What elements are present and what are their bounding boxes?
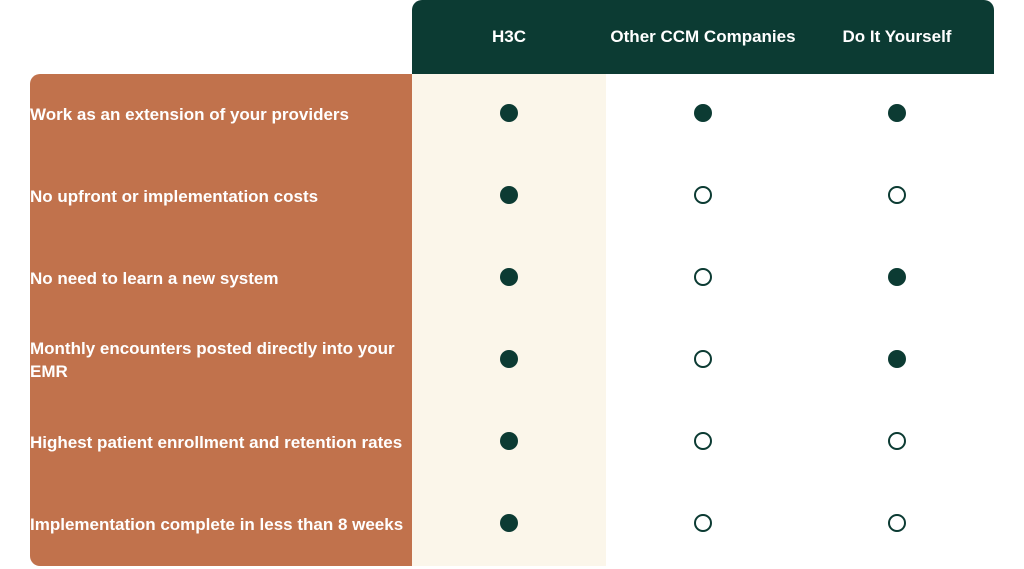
value-cell-other [606, 402, 800, 484]
dot-empty-icon [694, 432, 712, 450]
dot-filled-icon [500, 514, 518, 532]
dot-filled-icon [888, 268, 906, 286]
value-cell-diy [800, 402, 994, 484]
header-row: H3C Other CCM Companies Do It Yourself [30, 0, 994, 74]
value-cell-h3c [412, 156, 606, 238]
table-row: Implementation complete in less than 8 w… [30, 484, 994, 566]
dot-empty-icon [888, 514, 906, 532]
comparison-table-wrap: H3C Other CCM Companies Do It Yourself W… [0, 0, 1024, 569]
dot-empty-icon [888, 432, 906, 450]
value-cell-h3c [412, 484, 606, 566]
value-cell-diy [800, 238, 994, 320]
value-cell-h3c [412, 74, 606, 156]
feature-label: Monthly encounters posted directly into … [30, 320, 412, 402]
dot-empty-icon [694, 186, 712, 204]
value-cell-other [606, 484, 800, 566]
header-label: Other CCM Companies [610, 26, 795, 47]
value-cell-other [606, 156, 800, 238]
dot-filled-icon [888, 104, 906, 122]
table-row: No upfront or implementation costs [30, 156, 994, 238]
value-cell-diy [800, 156, 994, 238]
dot-empty-icon [694, 350, 712, 368]
value-cell-diy [800, 320, 994, 402]
feature-label: Highest patient enrollment and retention… [30, 402, 412, 484]
header-col-other: Other CCM Companies [606, 0, 800, 74]
feature-label: Work as an extension of your providers [30, 74, 412, 156]
value-cell-h3c [412, 402, 606, 484]
table-body: Work as an extension of your providersNo… [30, 74, 994, 566]
feature-label: No need to learn a new system [30, 238, 412, 320]
header-label: H3C [492, 26, 526, 47]
dot-filled-icon [694, 104, 712, 122]
header-spacer [30, 0, 412, 74]
dot-filled-icon [500, 432, 518, 450]
dot-filled-icon [500, 350, 518, 368]
value-cell-diy [800, 74, 994, 156]
header-col-diy: Do It Yourself [800, 0, 994, 74]
value-cell-diy [800, 484, 994, 566]
feature-label: No upfront or implementation costs [30, 156, 412, 238]
dot-empty-icon [694, 514, 712, 532]
dot-empty-icon [888, 186, 906, 204]
table-row: Highest patient enrollment and retention… [30, 402, 994, 484]
comparison-table: H3C Other CCM Companies Do It Yourself W… [30, 0, 994, 566]
value-cell-other [606, 74, 800, 156]
header-col-h3c: H3C [412, 0, 606, 74]
value-cell-h3c [412, 320, 606, 402]
dot-empty-icon [694, 268, 712, 286]
value-cell-h3c [412, 238, 606, 320]
dot-filled-icon [500, 186, 518, 204]
feature-label: Implementation complete in less than 8 w… [30, 484, 412, 566]
dot-filled-icon [888, 350, 906, 368]
table-row: No need to learn a new system [30, 238, 994, 320]
dot-filled-icon [500, 104, 518, 122]
dot-filled-icon [500, 268, 518, 286]
value-cell-other [606, 238, 800, 320]
value-cell-other [606, 320, 800, 402]
header-label: Do It Yourself [843, 26, 952, 47]
table-row: Monthly encounters posted directly into … [30, 320, 994, 402]
table-row: Work as an extension of your providers [30, 74, 994, 156]
